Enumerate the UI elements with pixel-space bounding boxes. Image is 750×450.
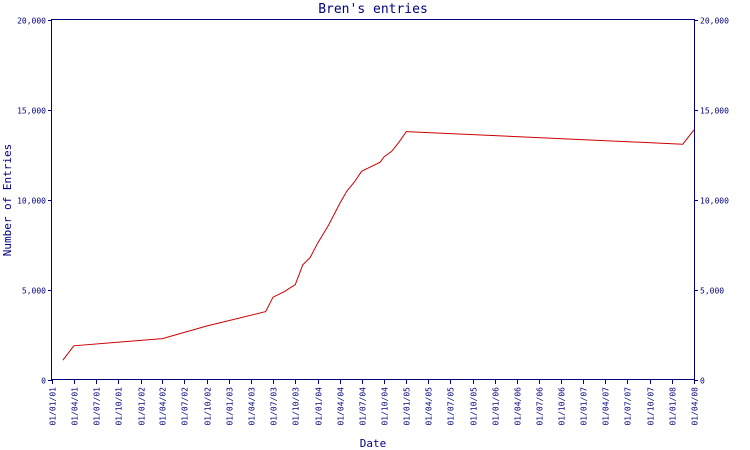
x-tick-label: 01/07/07	[624, 387, 633, 426]
x-tick-label: 01/07/05	[447, 387, 456, 426]
x-tick-label: 01/01/01	[49, 387, 58, 426]
x-tick-label: 01/10/03	[292, 387, 301, 426]
series-group	[62, 129, 695, 361]
y-axis-left: 0 5,000 10,000 15,000 20,000	[17, 17, 52, 386]
x-tick-label: 01/10/01	[115, 387, 124, 426]
x-tick-label: 01/01/05	[403, 387, 412, 426]
x-tick-label: 01/04/04	[337, 387, 346, 426]
plot-frame	[51, 19, 695, 380]
x-tick-label: 01/04/03	[248, 387, 257, 426]
x-tick-label: 01/10/04	[381, 387, 390, 426]
x-tick-label: 01/04/06	[514, 387, 523, 426]
x-tick-label: 01/07/02	[181, 387, 190, 426]
x-tick-label: 01/01/03	[226, 387, 235, 426]
x-tick-label: 01/07/03	[270, 387, 279, 426]
x-tick-label: 01/07/01	[93, 387, 102, 426]
x-tick-label: 01/01/02	[138, 387, 147, 426]
x-tick-label: 01/01/06	[492, 387, 501, 426]
x-tick-label: 01/04/02	[159, 387, 168, 426]
y-tick-label-left: 20,000	[17, 17, 46, 26]
y-tick-label-right: 10,000	[700, 197, 729, 206]
x-tick-label: 01/04/05	[425, 387, 434, 426]
y-tick-label-left: 10,000	[17, 197, 46, 206]
y-tick-label-right: 20,000	[700, 17, 729, 26]
x-tick-label: 01/10/07	[647, 387, 656, 426]
y-tick-label-left: 0	[41, 377, 46, 386]
y-tick-label-right: 5,000	[700, 287, 724, 296]
y-axis-right: 0 5,000 10,000 15,000 20,000	[694, 17, 729, 386]
y-tick-label-left: 5,000	[22, 287, 46, 296]
x-tick-label: 01/04/08	[691, 387, 700, 426]
x-tick-label: 01/07/04	[359, 387, 368, 426]
x-tick-label: 01/01/04	[315, 387, 324, 426]
y-tick-label-right: 15,000	[700, 107, 729, 116]
x-tick-label: 01/10/02	[204, 387, 213, 426]
y-tick-label-left: 15,000	[17, 107, 46, 116]
series-line	[62, 129, 695, 361]
x-tick-label: 01/01/07	[580, 387, 589, 426]
y-axis-label: Number of Entries	[1, 144, 14, 257]
y-tick-label-right: 0	[700, 377, 705, 386]
x-tick-label: 01/04/07	[602, 387, 611, 426]
x-tick-label: 01/04/01	[71, 387, 80, 426]
x-tick-label: 01/10/05	[470, 387, 479, 426]
x-axis-label: Date	[360, 437, 387, 450]
x-tick-label: 01/01/08	[669, 387, 678, 426]
x-tick-label: 01/07/06	[536, 387, 545, 426]
chart-title: Bren's entries	[318, 2, 428, 17]
x-axis: 01/01/01 01/04/01 01/07/01 01/10/01 01/01/02…	[49, 380, 700, 426]
x-tick-label: 01/10/06	[558, 387, 567, 426]
